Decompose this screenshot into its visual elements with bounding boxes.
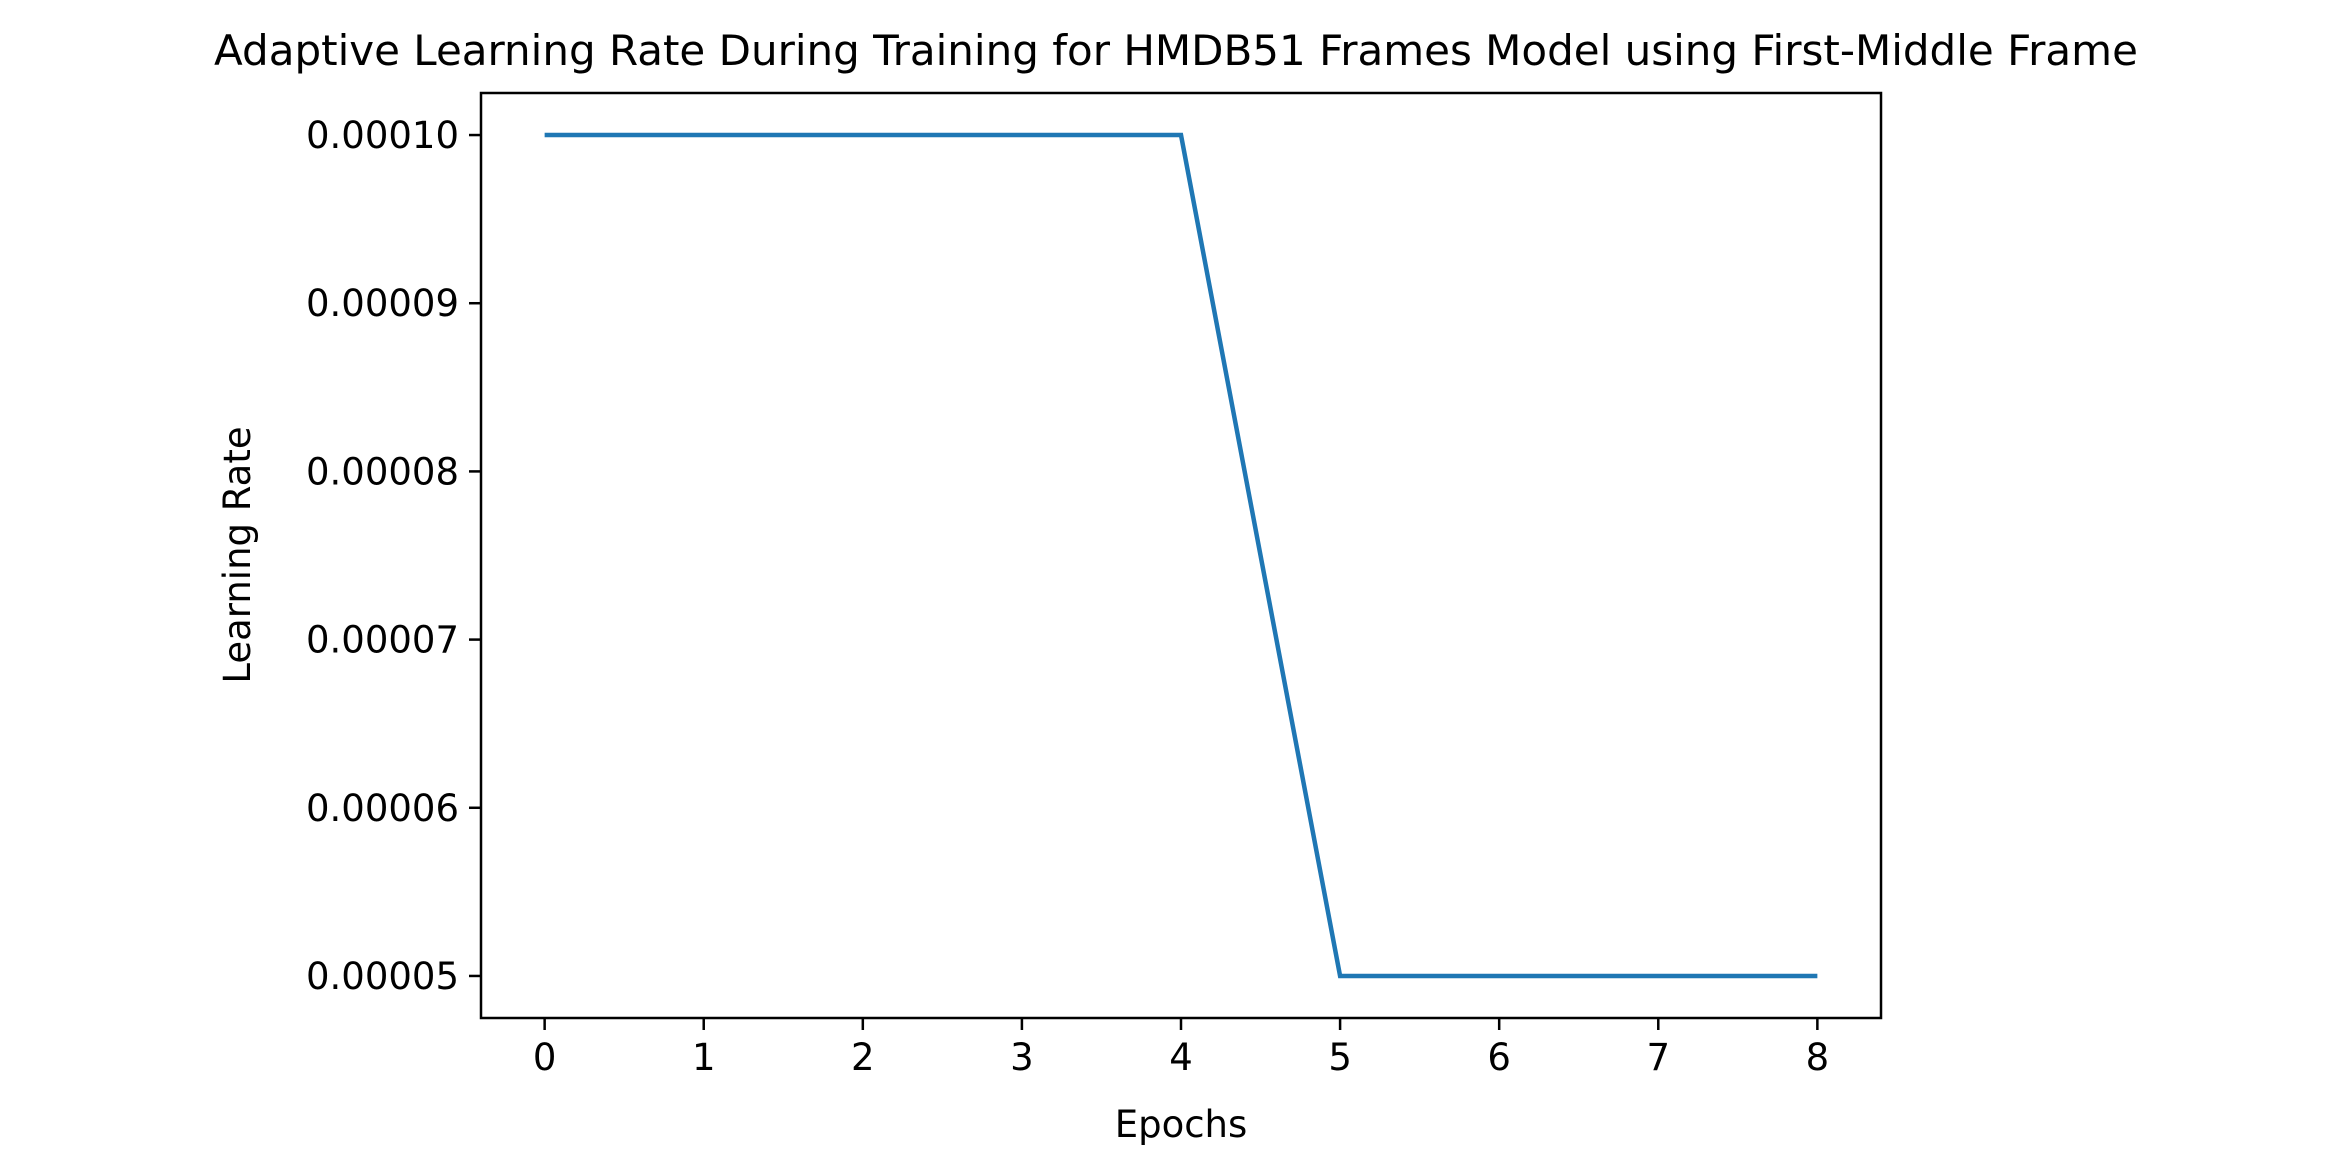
y-tick-label: 0.00006 bbox=[306, 787, 459, 830]
y-tick-label: 0.00009 bbox=[306, 282, 459, 325]
x-tick-label: 0 bbox=[533, 1036, 557, 1079]
x-tick-label: 2 bbox=[851, 1036, 875, 1079]
x-axis-label: Epochs bbox=[1115, 1103, 1248, 1146]
axes-frame bbox=[479, 91, 1883, 1020]
y-axis-label: Learning Rate bbox=[216, 426, 259, 683]
learning-rate-line bbox=[544, 132, 1818, 979]
x-tick-label: 3 bbox=[1010, 1036, 1034, 1079]
chart-title: Adaptive Learning Rate During Training f… bbox=[214, 26, 2138, 75]
x-tick-label: 1 bbox=[692, 1036, 716, 1079]
x-tick-label: 5 bbox=[1328, 1036, 1352, 1079]
x-axis: 0 1 2 3 4 5 6 7 8 bbox=[533, 1018, 1829, 1079]
x-tick-label: 7 bbox=[1646, 1036, 1670, 1079]
y-tick-label: 0.00010 bbox=[306, 114, 459, 157]
x-tick-label: 8 bbox=[1806, 1036, 1830, 1079]
y-tick-label: 0.00005 bbox=[306, 955, 459, 998]
y-tick-label: 0.00007 bbox=[306, 619, 459, 662]
y-axis: 0.00005 0.00006 0.00007 0.00008 0.00009 0.000… bbox=[306, 114, 481, 998]
plot-area: 0.00005 0.00006 0.00007 0.00008 0.00009 0.000… bbox=[306, 91, 1883, 1079]
y-tick-label: 0.00008 bbox=[306, 450, 459, 493]
x-tick-label: 6 bbox=[1487, 1036, 1511, 1079]
x-tick-label: 4 bbox=[1169, 1036, 1193, 1079]
